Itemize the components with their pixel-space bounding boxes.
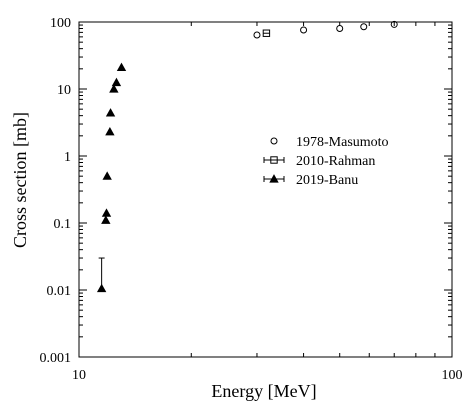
data-point [253, 31, 261, 39]
x-tick-label: 100 [442, 368, 463, 383]
legend-label: 2010-Rahman [296, 154, 375, 169]
plot-border [78, 21, 453, 358]
y-axis-label: Cross section [mb] [10, 112, 30, 248]
series-triangle [96, 62, 127, 293]
y-ticks: 0.001 0.01 0.1 1 10 100 [40, 16, 452, 366]
y-tick-label: 0.01 [47, 284, 72, 299]
legend-item: 2019-Banu [263, 173, 358, 188]
data-point [111, 77, 122, 87]
data-point [336, 24, 344, 32]
legend-label: 1978-Masumoto [296, 135, 389, 150]
data-point [116, 62, 127, 72]
x-axis-label: Energy [MeV] [211, 381, 316, 401]
y-tick-label: 0.1 [54, 217, 72, 232]
legend-marker [270, 137, 278, 145]
x-ticks: 10 100 [72, 22, 463, 383]
y-tick-label: 10 [57, 83, 71, 98]
data-point [101, 215, 111, 224]
data-point [390, 20, 398, 28]
data-point [102, 171, 112, 180]
legend-item: 2010-Rahman [263, 154, 375, 169]
legend-marker [270, 156, 278, 164]
series-circle [253, 20, 398, 39]
y-tick-label: 1 [64, 150, 71, 165]
legend: 1978-Masumoto 2010-Rahman 2019-Banu [263, 135, 389, 188]
plot-frame [78, 21, 453, 358]
data-point [105, 108, 116, 117]
data-point [300, 26, 308, 34]
data-point [96, 283, 107, 293]
series-square [262, 29, 271, 37]
legend-marker [269, 174, 279, 183]
x-tick-label: 10 [72, 368, 86, 383]
y-tick-label: 100 [50, 16, 71, 31]
legend-item: 1978-Masumoto [270, 135, 389, 150]
data-point [360, 23, 368, 31]
data-point [105, 126, 115, 136]
legend-label: 2019-Banu [296, 173, 358, 188]
y-tick-label: 0.001 [40, 351, 72, 366]
data-point [101, 208, 112, 217]
data-point [109, 84, 119, 93]
data-point [262, 29, 271, 37]
data-layer [96, 20, 398, 293]
